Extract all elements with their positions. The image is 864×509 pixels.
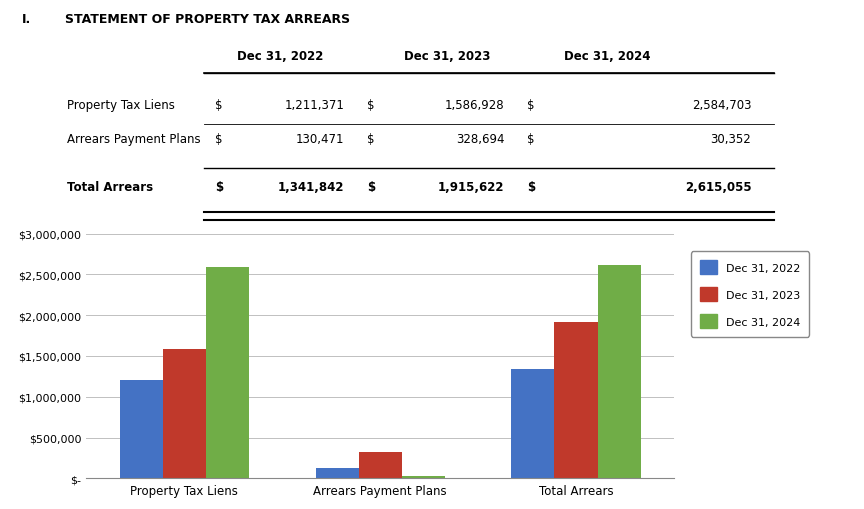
Bar (555, 323, 598, 478)
Text: $: $ (215, 98, 223, 111)
Bar (511, 369, 555, 478)
Text: $: $ (527, 133, 535, 146)
Text: Dec 31, 2024: Dec 31, 2024 (563, 50, 650, 63)
Text: I.: I. (22, 13, 31, 25)
Bar (120, 380, 162, 478)
Text: $: $ (527, 98, 535, 111)
Bar (402, 476, 445, 478)
Bar (162, 349, 206, 478)
Text: $: $ (367, 133, 375, 146)
Text: $: $ (527, 181, 535, 194)
Legend: Dec 31, 2022, Dec 31, 2023, Dec 31, 2024: Dec 31, 2022, Dec 31, 2023, Dec 31, 2024 (691, 252, 809, 337)
Text: 30,352: 30,352 (710, 133, 752, 146)
Text: Total Arrears: Total Arrears (67, 181, 153, 194)
Text: $: $ (367, 98, 375, 111)
Text: 1,915,622: 1,915,622 (438, 181, 505, 194)
Text: 2,615,055: 2,615,055 (684, 181, 752, 194)
Text: 1,341,842: 1,341,842 (278, 181, 345, 194)
Text: Dec 31, 2022: Dec 31, 2022 (237, 50, 323, 63)
Bar (206, 268, 249, 478)
Text: 1,586,928: 1,586,928 (445, 98, 505, 111)
Text: $: $ (215, 133, 223, 146)
Bar (315, 468, 359, 478)
Text: STATEMENT OF PROPERTY TAX ARREARS: STATEMENT OF PROPERTY TAX ARREARS (65, 13, 350, 25)
Text: Dec 31, 2023: Dec 31, 2023 (404, 50, 491, 63)
Bar (598, 266, 640, 478)
Text: $: $ (367, 181, 376, 194)
Text: 130,471: 130,471 (296, 133, 345, 146)
Text: $: $ (215, 181, 224, 194)
Text: Arrears Payment Plans: Arrears Payment Plans (67, 133, 200, 146)
Bar (359, 451, 402, 478)
Text: Property Tax Liens: Property Tax Liens (67, 98, 175, 111)
Text: 1,211,371: 1,211,371 (285, 98, 345, 111)
Text: 2,584,703: 2,584,703 (692, 98, 752, 111)
Text: 328,694: 328,694 (455, 133, 505, 146)
